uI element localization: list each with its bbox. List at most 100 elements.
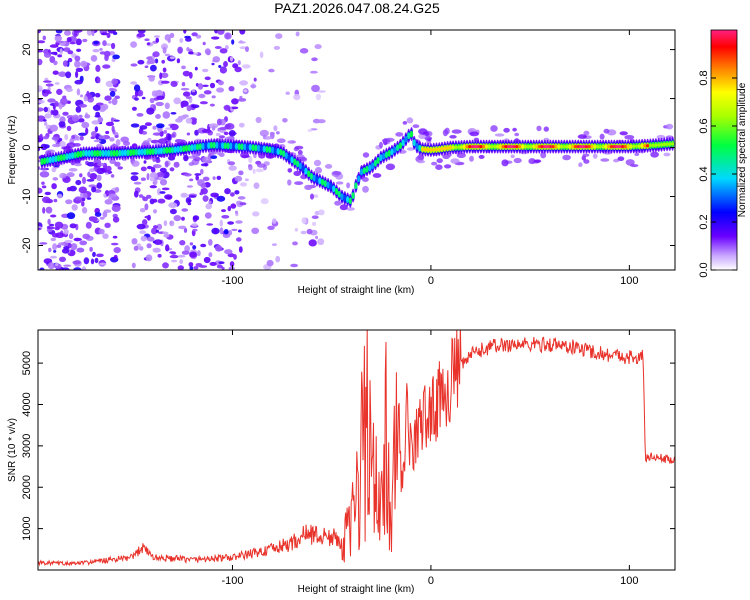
ridge-halo-blob [424,136,433,141]
ridge-cell [618,145,622,149]
noise-blob [169,208,177,215]
noise-blob [91,120,100,125]
ridge-cell [529,145,533,149]
ridge-cell [593,145,597,149]
y-tick-label: 4000 [21,392,33,416]
ridge-cell [626,145,630,149]
ridge-cell [476,145,480,149]
noise-blob [171,259,178,263]
ridge-cell [321,178,325,186]
noise-blob [45,206,53,214]
noise-blob [204,212,212,219]
noise-blob [61,267,70,270]
noise-blob [160,72,169,79]
ridge-cell [426,148,430,152]
noise-blob [49,255,58,259]
noise-blob [112,216,120,223]
noise-blob [239,30,246,35]
ridge-halo-blob [310,193,314,200]
noise-blob [202,176,210,182]
ridge-halo-blob [444,164,452,169]
noise-blob [311,215,319,219]
noise-blob [159,178,168,186]
noise-blob [92,49,100,53]
noise-blob [145,254,153,262]
noise-blob [71,114,80,122]
noise-blob [156,172,165,177]
noise-blob [48,226,55,230]
ridge-cell [540,145,544,149]
noise-blob [210,192,219,198]
noise-blob [90,136,96,140]
ridge-cell [43,157,47,165]
noise-blob [78,114,83,118]
ridge-cell [357,175,361,183]
ridge-halo-blob [451,129,462,134]
noise-blob [138,90,144,97]
ridge-cell [515,145,519,149]
noise-blob [217,80,224,86]
ridge-cell [409,130,414,138]
ridge-cell [573,145,578,149]
noise-blob [155,101,164,107]
noise-blob [155,158,161,163]
noise-blob [266,259,274,267]
ridge-cell [48,156,52,164]
noise-blob [290,263,298,268]
noise-blob [252,211,260,217]
ridge-cell [401,139,405,147]
noise-blob [183,154,189,162]
noise-blob [64,134,69,141]
noise-blob [63,264,72,267]
ridge-halo-blob [335,181,344,185]
snr-y-ticks: 1000 2000 3000 4000 5000 [21,351,675,541]
noise-blob [183,30,187,34]
noise-blob [111,98,118,106]
noise-blob [39,267,45,270]
ridge-cell [387,149,391,157]
ridge-cell [232,142,236,150]
noise-blob [194,173,202,176]
ridge-cell [354,182,358,190]
ridge-halo-blob [592,153,598,159]
ridge-cell [223,142,227,150]
ridge-halo-blob [287,168,293,173]
noise-blob [109,87,115,92]
ridge-halo-blob [73,143,81,147]
ridge-cell [518,145,522,149]
noise-blob [239,202,247,206]
ridge-cell [446,146,450,150]
noise-blob [177,115,187,120]
ridge-cell [632,144,636,148]
noise-blob [228,165,237,171]
ridge-cell [323,180,327,188]
noise-blob [57,193,63,199]
noise-blob [216,175,222,180]
ridge-halo-blob [313,159,322,167]
noise-blob [189,251,197,258]
noise-blob [186,185,193,188]
noise-blob [180,192,188,198]
noise-blob [182,91,191,97]
noise-blob [78,132,87,136]
noise-blob [108,193,118,198]
noise-blob [138,246,144,251]
ridge-cell [118,149,122,157]
noise-blob [96,182,103,189]
noise-blob [107,30,116,34]
ridge-halo-blob [379,141,383,149]
noise-blob [248,156,253,164]
ridge-halo-blob [339,204,348,211]
noise-blob [189,242,194,246]
noise-blob [225,45,229,50]
noise-blob [199,101,208,105]
ridge-cell [315,176,319,183]
noise-blob [157,253,162,258]
ridge-cell [521,145,525,149]
noise-blob [131,238,138,245]
noise-blob [159,167,167,173]
noise-blob [104,95,112,101]
noise-blob [144,65,149,68]
ridge-halo-blob [599,133,605,140]
ridge-halo-blob [490,125,498,132]
